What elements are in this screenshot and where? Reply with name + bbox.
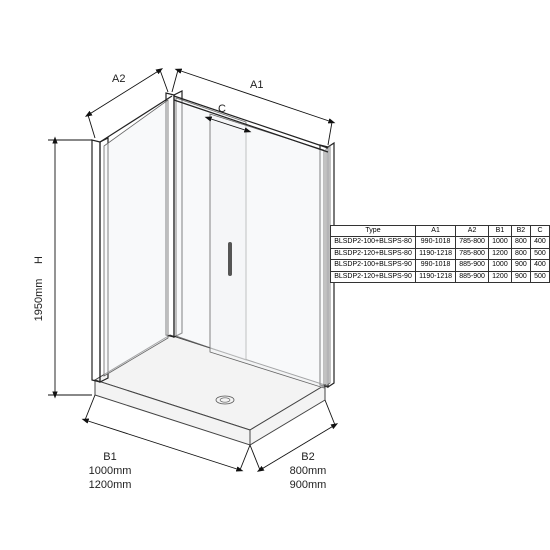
col-Type: Type: [331, 226, 416, 237]
table-cell: 400: [530, 260, 549, 271]
svg-text:C: C: [218, 103, 226, 115]
table-cell: 885-900: [456, 260, 489, 271]
table-cell: 800: [511, 248, 530, 259]
col-B2: B2: [511, 226, 530, 237]
table-cell: 800: [511, 237, 530, 248]
svg-text:H: H: [33, 256, 45, 264]
table-cell: 1200: [489, 248, 512, 259]
svg-text:B1: B1: [103, 451, 116, 463]
table-cell: 500: [530, 271, 549, 282]
table-row: BLSDP2-100+BLSPS-90990-1018885-900100090…: [331, 260, 550, 271]
dim-H: H 1950mm: [33, 140, 92, 395]
table-row: BLSDP2-120+BLSPS-801190-1218785-80012008…: [331, 248, 550, 259]
table-cell: BLSDP2-120+BLSPS-80: [331, 248, 416, 259]
table-cell: BLSDP2-100+BLSPS-90: [331, 260, 416, 271]
svg-text:A2: A2: [112, 73, 125, 85]
table-row: BLSDP2-100+BLSPS-80990-1018785-800100080…: [331, 237, 550, 248]
table-cell: 990-1018: [416, 237, 456, 248]
table-cell: 785-800: [456, 248, 489, 259]
col-A2: A2: [456, 226, 489, 237]
svg-text:800mm: 800mm: [290, 465, 327, 477]
col-B1: B1: [489, 226, 512, 237]
sliding-door-glass: [210, 114, 324, 388]
svg-text:900mm: 900mm: [290, 479, 327, 491]
table-cell: 1000: [489, 237, 512, 248]
table-cell: 990-1018: [416, 260, 456, 271]
door-handle: [228, 242, 232, 276]
svg-text:B2: B2: [301, 451, 314, 463]
svg-text:1200mm: 1200mm: [89, 479, 132, 491]
col-A1: A1: [416, 226, 456, 237]
table-cell: 1000: [489, 260, 512, 271]
svg-text:1000mm: 1000mm: [89, 465, 132, 477]
table-cell: 400: [530, 237, 549, 248]
svg-text:1950mm: 1950mm: [33, 279, 45, 322]
table-cell: BLSDP2-120+BLSPS-90: [331, 271, 416, 282]
table-cell: 1200: [489, 271, 512, 282]
col-C: C: [530, 226, 549, 237]
side-panel-glass: [104, 100, 168, 376]
svg-text:A1: A1: [250, 79, 263, 91]
spec-table: TypeA1A2B1B2C BLSDP2-100+BLSPS-80990-101…: [330, 225, 550, 283]
table-row: BLSDP2-120+BLSPS-901190-1218885-90012009…: [331, 271, 550, 282]
table-cell: 1190-1218: [416, 248, 456, 259]
table-cell: 900: [511, 260, 530, 271]
table-cell: BLSDP2-100+BLSPS-80: [331, 237, 416, 248]
table-cell: 900: [511, 271, 530, 282]
table-cell: 885-900: [456, 271, 489, 282]
table-cell: 785-800: [456, 237, 489, 248]
table-cell: 500: [530, 248, 549, 259]
table-cell: 1190-1218: [416, 271, 456, 282]
